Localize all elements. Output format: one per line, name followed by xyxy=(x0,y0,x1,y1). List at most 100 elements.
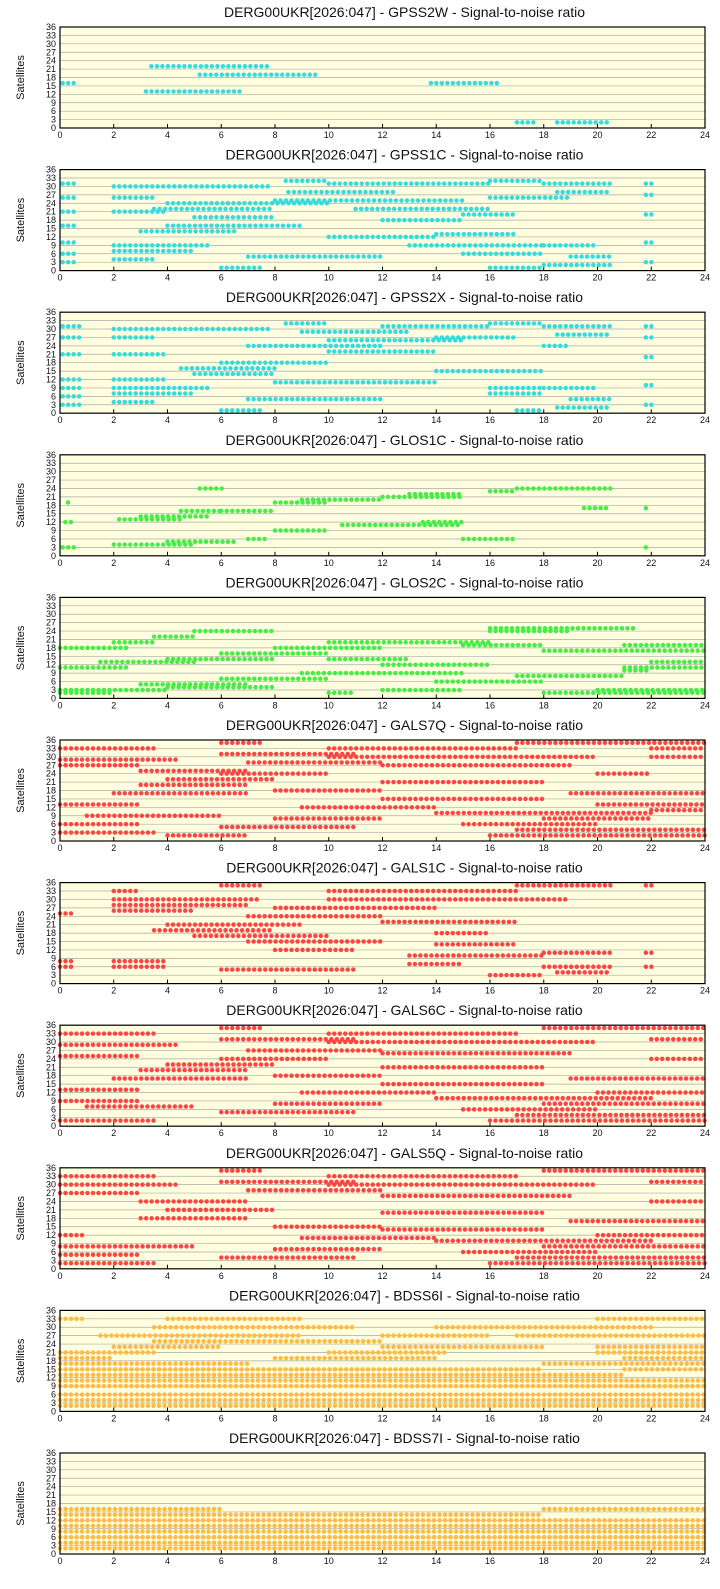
y-tick-label: 24 xyxy=(46,1482,56,1492)
y-tick-label: 0 xyxy=(51,123,56,133)
panel-title: DERG00UKR[2026:047] - GPSS2W - Signal-to… xyxy=(224,4,585,20)
x-tick-label: 0 xyxy=(57,130,62,140)
y-tick-label: 30 xyxy=(46,894,56,904)
y-tick-label: 18 xyxy=(46,500,56,510)
plot-frame xyxy=(59,1452,706,1555)
panel: DERG00UKR[2026:047] - GLOS1C - Signal-to… xyxy=(15,432,710,568)
y-tick-label: 36 xyxy=(46,878,56,888)
x-tick-label: 24 xyxy=(700,843,710,853)
y-tick-label: 24 xyxy=(46,1054,56,1064)
y-tick-label: 15 xyxy=(46,81,56,91)
y-tick-label: 21 xyxy=(46,1490,56,1500)
y-tick-label: 0 xyxy=(51,408,56,418)
y-tick-label: 30 xyxy=(46,1465,56,1475)
x-tick-label: 18 xyxy=(539,415,549,425)
y-tick-label: 33 xyxy=(46,316,56,326)
y-axis-label: Satellites xyxy=(15,340,27,385)
y-tick-label: 0 xyxy=(51,1121,56,1131)
x-tick-label: 14 xyxy=(431,273,441,283)
y-tick-label: 18 xyxy=(46,358,56,368)
y-tick-label: 9 xyxy=(51,383,56,393)
y-axis-label: Satellites xyxy=(15,1338,27,1383)
x-tick-label: 4 xyxy=(165,843,170,853)
y-tick-label: 3 xyxy=(51,1398,56,1408)
x-tick-label: 8 xyxy=(272,1556,277,1566)
x-tick-label: 0 xyxy=(57,700,62,710)
y-tick-label: 15 xyxy=(46,1079,56,1089)
y-tick-label: 24 xyxy=(46,769,56,779)
y-tick-label: 15 xyxy=(46,1364,56,1374)
x-tick-label: 16 xyxy=(485,700,495,710)
x-tick-label: 10 xyxy=(324,558,334,568)
x-tick-label: 6 xyxy=(219,1413,224,1423)
x-tick-label: 4 xyxy=(165,986,170,996)
y-tick-label: 21 xyxy=(46,1205,56,1215)
panel: DERG00UKR[2026:047] - GPSS1C - Signal-to… xyxy=(15,147,710,283)
y-tick-label: 36 xyxy=(46,735,56,745)
x-tick-label: 20 xyxy=(592,1556,602,1566)
x-tick-label: 12 xyxy=(377,986,387,996)
x-tick-label: 6 xyxy=(219,843,224,853)
y-tick-label: 18 xyxy=(46,1499,56,1509)
y-tick-label: 12 xyxy=(46,89,56,99)
x-tick-label: 12 xyxy=(377,415,387,425)
plot-frame xyxy=(59,881,706,985)
x-tick-label: 12 xyxy=(377,1271,387,1281)
x-tick-label: 8 xyxy=(272,415,277,425)
y-tick-label: 33 xyxy=(46,1029,56,1039)
x-tick-label: 0 xyxy=(57,986,62,996)
y-tick-label: 9 xyxy=(51,1524,56,1534)
x-tick-label: 6 xyxy=(219,700,224,710)
y-tick-label: 12 xyxy=(46,945,56,955)
x-tick-label: 18 xyxy=(539,700,549,710)
y-tick-label: 12 xyxy=(46,1088,56,1098)
x-tick-label: 18 xyxy=(539,1271,549,1281)
x-tick-label: 18 xyxy=(539,273,549,283)
y-tick-label: 0 xyxy=(51,979,56,989)
y-tick-label: 33 xyxy=(46,1314,56,1324)
y-tick-label: 18 xyxy=(46,786,56,796)
x-tick-label: 16 xyxy=(485,415,495,425)
y-tick-label: 3 xyxy=(51,542,56,552)
y-tick-label: 3 xyxy=(51,1541,56,1551)
x-tick-label: 0 xyxy=(57,1128,62,1138)
y-tick-label: 0 xyxy=(51,1264,56,1274)
y-tick-label: 21 xyxy=(46,777,56,787)
x-tick-label: 12 xyxy=(377,558,387,568)
x-tick-label: 12 xyxy=(377,700,387,710)
x-tick-label: 6 xyxy=(219,415,224,425)
y-tick-label: 3 xyxy=(51,685,56,695)
x-tick-label: 22 xyxy=(646,130,656,140)
plot-frame xyxy=(59,26,706,129)
y-tick-label: 30 xyxy=(46,752,56,762)
y-tick-label: 33 xyxy=(46,886,56,896)
panel: DERG00UKR[2026:047] - GALS7Q - Signal-to… xyxy=(15,717,710,853)
x-tick-label: 4 xyxy=(165,1556,170,1566)
y-tick-label: 9 xyxy=(51,953,56,963)
y-tick-label: 36 xyxy=(46,22,56,32)
y-tick-label: 12 xyxy=(46,802,56,812)
y-tick-label: 18 xyxy=(46,1356,56,1366)
x-tick-label: 6 xyxy=(219,1128,224,1138)
y-tick-label: 12 xyxy=(46,1515,56,1525)
y-tick-label: 30 xyxy=(46,1322,56,1332)
y-tick-label: 15 xyxy=(46,1507,56,1517)
x-tick-label: 20 xyxy=(592,986,602,996)
x-tick-label: 18 xyxy=(539,1556,549,1566)
x-tick-label: 14 xyxy=(431,1271,441,1281)
x-tick-label: 8 xyxy=(272,843,277,853)
y-tick-label: 24 xyxy=(46,626,56,636)
x-tick-label: 10 xyxy=(324,130,334,140)
y-tick-label: 6 xyxy=(51,1104,56,1114)
y-tick-label: 0 xyxy=(51,266,56,276)
x-tick-label: 2 xyxy=(111,1128,116,1138)
x-tick-label: 14 xyxy=(431,843,441,853)
x-tick-label: 20 xyxy=(592,273,602,283)
x-tick-label: 0 xyxy=(57,415,62,425)
y-tick-label: 9 xyxy=(51,1096,56,1106)
y-axis-label: Satellites xyxy=(15,1195,27,1240)
panel: DERG00UKR[2026:047] - GALS5Q - Signal-to… xyxy=(15,1145,710,1281)
x-tick-label: 8 xyxy=(272,558,277,568)
panel-title: DERG00UKR[2026:047] - GALS1C - Signal-to… xyxy=(226,860,583,876)
x-tick-label: 2 xyxy=(111,986,116,996)
